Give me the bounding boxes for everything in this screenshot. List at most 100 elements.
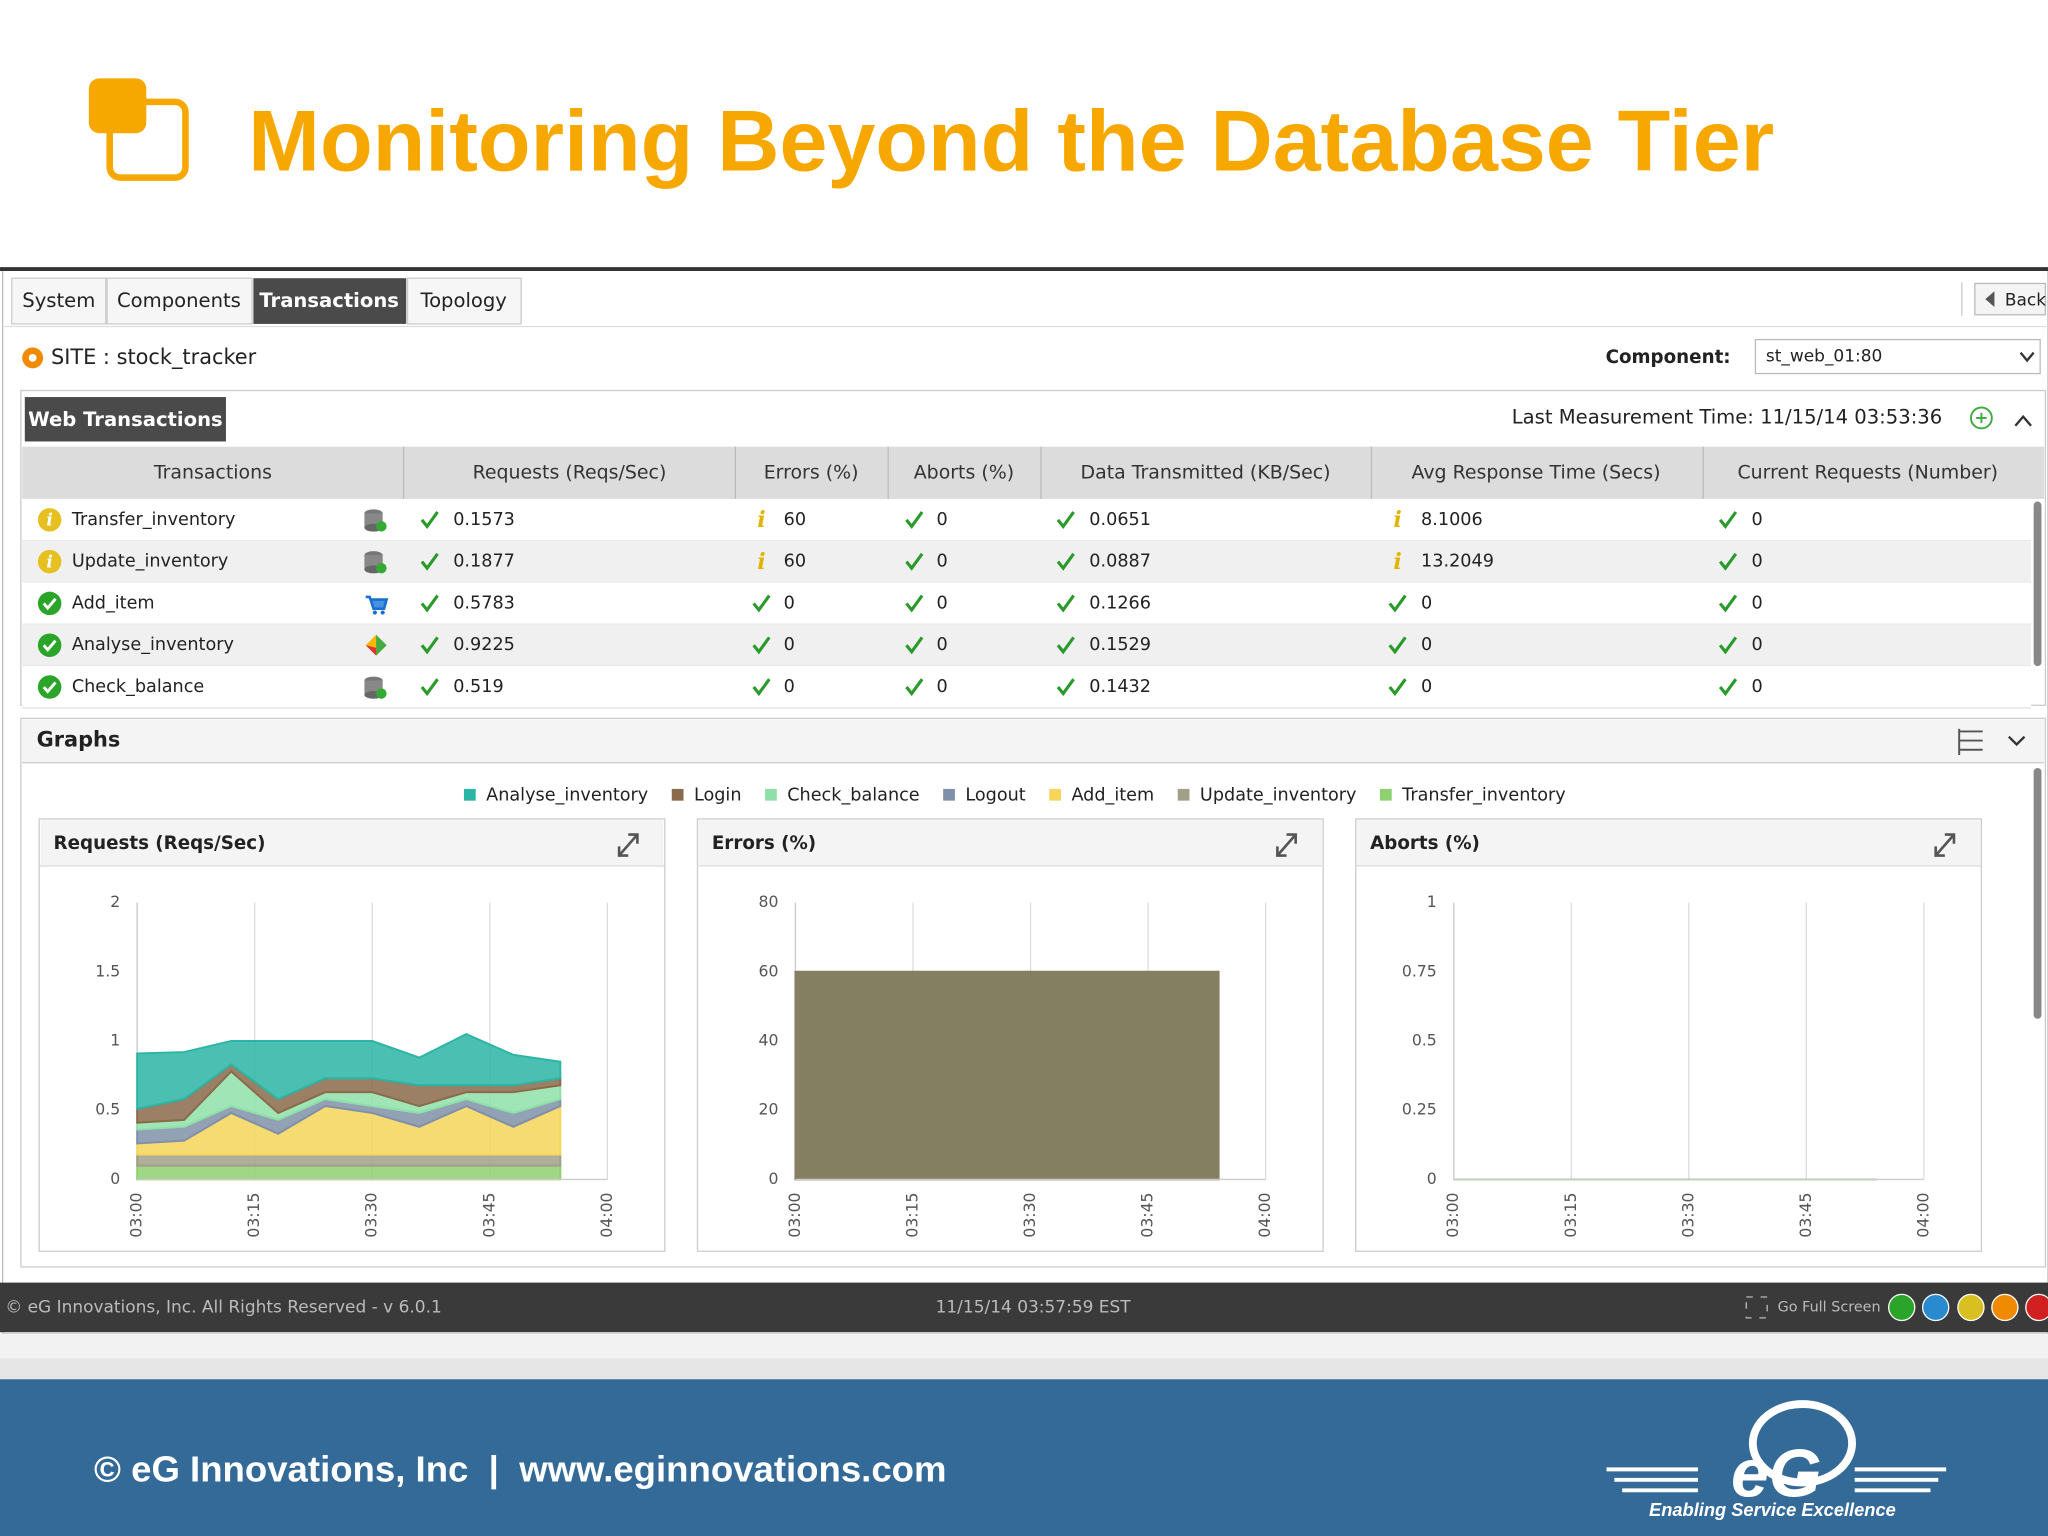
area — [794, 970, 1220, 1181]
area — [136, 1164, 562, 1181]
x-tick-label: 03:30 — [1020, 1192, 1039, 1237]
fullscreen-label[interactable]: Go Full Screen — [1778, 1299, 1881, 1315]
table-header — [22, 446, 2045, 499]
component-select[interactable] — [1754, 338, 2041, 375]
add-icon-plus — [1976, 412, 1987, 424]
table-row — [22, 666, 2032, 708]
column-header: Avg Response Time (Secs) — [1412, 461, 1661, 483]
x-tick-label: 03:45 — [479, 1192, 498, 1237]
x-tick-label: 03:15 — [244, 1192, 263, 1237]
tab[interactable] — [106, 277, 253, 325]
legend-label: Logout — [965, 785, 1025, 805]
scrollbar[interactable] — [2033, 768, 2042, 1019]
cell-value: 8.1006 — [1421, 510, 1483, 530]
tab-label: Transactions — [259, 289, 399, 312]
cell-value: 0 — [936, 510, 947, 530]
x-tick-label: 04:00 — [597, 1192, 616, 1237]
y-tick-label: 0.5 — [1412, 1030, 1437, 1049]
legend-swatch — [1049, 788, 1061, 801]
logo-swoosh — [1748, 1400, 1856, 1487]
cell-value: 0.0651 — [1089, 510, 1151, 530]
add-icon[interactable] — [1969, 406, 1993, 430]
expand-icon — [1934, 833, 1956, 857]
cell-value: 0 — [936, 552, 947, 572]
table-row — [22, 624, 2032, 667]
cell-value: 0 — [936, 635, 947, 655]
component-label: Component: — [1606, 347, 1731, 368]
status-icons — [1887, 1293, 2048, 1322]
legend-label: Update_inventory — [1200, 785, 1357, 805]
collapse-icon[interactable] — [2007, 735, 2026, 747]
cell-value: 0 — [784, 635, 795, 655]
cell-value: 0 — [784, 677, 795, 697]
collapse-icon[interactable] — [2014, 414, 2032, 427]
chart-panel — [1355, 818, 1983, 1252]
legend-swatch — [943, 788, 955, 801]
info-icon — [757, 548, 766, 575]
y-tick-label: 80 — [759, 892, 779, 911]
cell-value: 0.1266 — [1089, 593, 1151, 613]
back-arrow — [1985, 291, 1995, 307]
fullscreen-icon[interactable] — [1745, 1296, 1768, 1319]
y-tick-label: 20 — [759, 1100, 779, 1119]
gap-shadow — [0, 1358, 2048, 1380]
legend-label: Add_item — [1071, 785, 1154, 805]
expand-icon — [617, 833, 639, 857]
tab-active[interactable] — [253, 278, 407, 324]
expand-icon — [1276, 833, 1297, 857]
x-tick-label: 03:30 — [1678, 1192, 1697, 1237]
chart-panel — [38, 818, 666, 1252]
column-header: Current Requests (Number) — [1737, 461, 1998, 483]
select-arrow — [2019, 351, 2035, 363]
column-header: Data Transmitted (KB/Sec) — [1081, 461, 1331, 483]
cell-value: 0 — [1752, 552, 1763, 572]
table-row — [22, 540, 2032, 583]
app-footer — [0, 1282, 2048, 1333]
cell-value: 0 — [1421, 635, 1432, 655]
tagline: Enabling Service Excellence — [1649, 1499, 1896, 1520]
transaction-name: Update_inventory — [72, 552, 229, 572]
x-tick-label: 03:15 — [902, 1192, 921, 1237]
charts: Requests (Reqs/Sec) 03:00 03:15 03:30 03:45 0… — [38, 818, 1983, 1252]
y-tick-label: 0 — [768, 1169, 778, 1188]
panel-title: Web Transactions — [28, 408, 223, 431]
site-name: SITE : stock_tracker — [51, 345, 257, 369]
y-tick-label: 0 — [110, 1169, 120, 1188]
info-icon — [757, 507, 766, 534]
cell-value: 0 — [784, 593, 795, 613]
cell-value: 0.9225 — [453, 635, 515, 655]
chart-title: Requests (Reqs/Sec) — [54, 833, 266, 854]
cell-value: 60 — [784, 510, 806, 530]
column-header: Requests (Reqs/Sec) — [473, 461, 667, 483]
cell-value: 0.1432 — [1089, 677, 1151, 697]
y-tick-label: 40 — [759, 1030, 779, 1049]
settings-icon[interactable] — [1958, 728, 1983, 755]
info-icon — [1393, 548, 1402, 575]
chart-header — [40, 820, 664, 866]
tab[interactable] — [406, 277, 522, 325]
transaction-name: Add_item — [72, 593, 155, 613]
tab-label: Components — [117, 289, 241, 312]
area — [136, 1153, 562, 1167]
legend-swatch — [1177, 788, 1190, 801]
x-tick-label: 03:00 — [785, 1192, 804, 1237]
copyright: © eG Innovations, Inc. All Rights Reserv… — [5, 1297, 442, 1317]
logo-square-outline — [106, 98, 189, 181]
x-tick-label: 04:00 — [1255, 1192, 1274, 1237]
panel-tab — [24, 397, 226, 442]
transaction-name: Check_balance — [72, 677, 204, 697]
table-row — [22, 498, 2032, 541]
graphs-title: Graphs — [37, 728, 121, 752]
scrollbar[interactable] — [2033, 501, 2042, 667]
x-tick-label: 03:30 — [362, 1192, 381, 1237]
y-tick-label: 0.5 — [95, 1100, 120, 1119]
cell-value: 0.1573 — [453, 510, 515, 530]
cell-value: 0.1877 — [453, 552, 515, 572]
legend-swatch — [463, 788, 476, 801]
cell-value: 0 — [936, 593, 947, 613]
slide-footer-text: © eG Innovations, Inc | www.eginnovation… — [94, 1449, 947, 1491]
tab-label: System — [22, 289, 95, 312]
tab[interactable] — [11, 277, 107, 325]
y-tick-label: 0.25 — [1402, 1100, 1437, 1119]
